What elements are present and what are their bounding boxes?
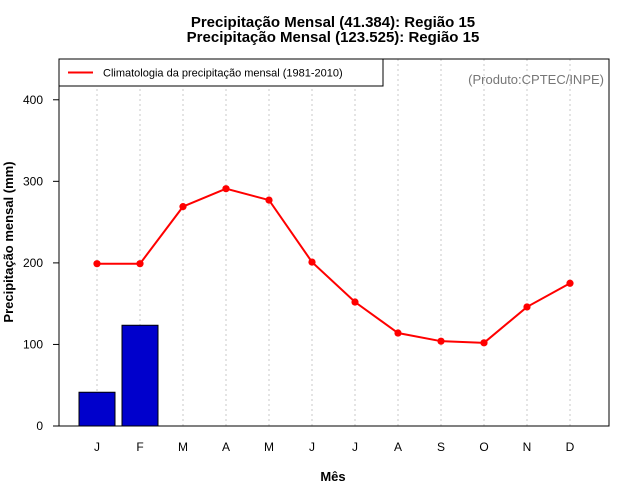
climatology-point	[480, 339, 488, 347]
climatology-point	[308, 258, 316, 266]
climatology-line	[97, 187, 571, 344]
x-tick-label: M	[178, 440, 188, 454]
x-tick-label: J	[352, 440, 358, 454]
climatology-point	[566, 279, 574, 287]
bar-j-0	[78, 391, 116, 427]
y-tick-label: 300	[23, 174, 43, 188]
x-tick-label: S	[437, 440, 445, 454]
bar-f-1	[121, 324, 159, 427]
x-tick-label: A	[394, 440, 402, 454]
y-axis-label: Precipitação mensal (mm)	[1, 161, 16, 322]
y-tick-label: 200	[23, 256, 43, 270]
y-tick-label: 400	[23, 93, 43, 107]
grid-lines	[96, 59, 571, 426]
x-tick-label: N	[523, 440, 532, 454]
line-series	[93, 185, 574, 347]
climatology-point	[523, 303, 531, 311]
x-axis-label: Mês	[320, 469, 345, 484]
chart-title-line2: Precipitação Mensal (123.525): Região 15	[187, 29, 480, 46]
climatology-point	[136, 260, 144, 268]
x-tick-label: J	[94, 440, 100, 454]
credit-label: (Produto:CPTEC/INPE)	[468, 72, 604, 87]
climatology-point	[93, 260, 101, 268]
bar-series	[78, 324, 159, 427]
x-tick-label: D	[566, 440, 575, 454]
climatology-point	[222, 185, 230, 193]
climatology-point	[265, 196, 273, 204]
legend-box	[58, 58, 384, 87]
legend-label: Climatologia da precipitação mensal (198…	[103, 68, 343, 80]
x-tick-label: M	[264, 440, 274, 454]
x-tick-label: J	[309, 440, 315, 454]
x-tick-label: F	[136, 440, 143, 454]
y-axis: 0 100 200 300 400	[23, 93, 59, 433]
y-tick-label: 100	[23, 337, 43, 351]
legend: Climatologia da precipitação mensal (198…	[58, 58, 384, 87]
climatology-point	[351, 298, 359, 306]
climatology-point	[394, 329, 402, 337]
y-tick-label: 0	[36, 419, 43, 433]
x-tick-label: A	[222, 440, 230, 454]
climatology-point	[437, 337, 445, 345]
x-tick-label: O	[479, 440, 488, 454]
climatology-point	[179, 203, 187, 211]
chart-title-line1: Precipitação Mensal (41.384): Região 15	[191, 14, 475, 31]
